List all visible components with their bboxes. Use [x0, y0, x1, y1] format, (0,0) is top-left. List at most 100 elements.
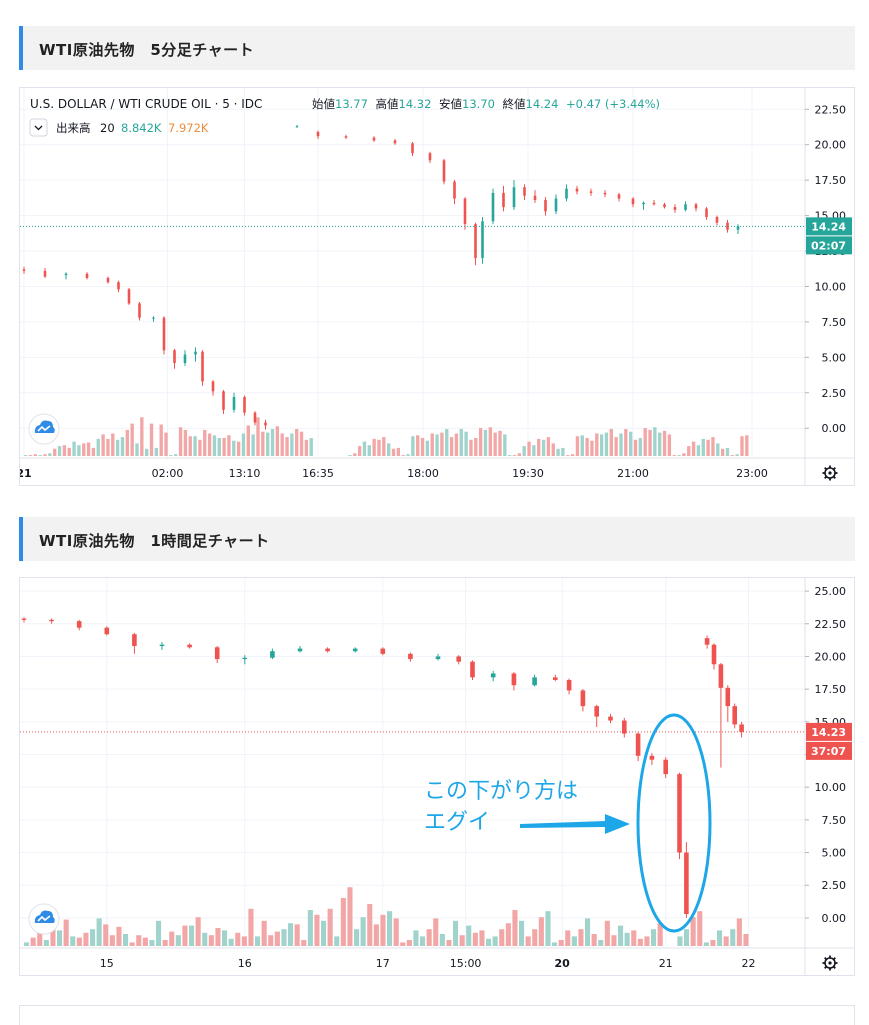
volume-bar — [740, 436, 744, 456]
candle — [474, 224, 477, 259]
collapse-button[interactable] — [29, 118, 48, 137]
volume-bar — [537, 438, 541, 456]
volume-bar — [295, 429, 299, 456]
volume-bar — [571, 936, 577, 946]
chart-5min[interactable]: 22.5020.0017.5015.0012.5010.007.505.002.… — [16, 87, 855, 486]
annotation-text-line1: この下がり方は — [424, 779, 578, 804]
candle — [408, 653, 413, 660]
volume-bar — [57, 446, 62, 456]
logo-line — [37, 425, 51, 432]
candle — [43, 270, 47, 277]
volume-bar — [517, 453, 522, 456]
volume-bar — [178, 427, 183, 456]
volume-bar — [469, 439, 473, 456]
volume-bar — [354, 929, 360, 946]
candle — [677, 774, 682, 853]
volume-bar — [624, 932, 630, 946]
price-tick-label: 5.00 — [822, 351, 847, 364]
volume-bar — [255, 936, 261, 946]
volume-bar — [347, 887, 353, 946]
volume-bar — [538, 917, 544, 946]
time-tick-label: 21 — [659, 957, 673, 970]
candle — [511, 673, 517, 686]
volume-bar — [604, 432, 609, 456]
candle — [732, 706, 737, 725]
candle — [442, 160, 446, 182]
candle — [663, 759, 668, 775]
section-title: WTI原油先物 1時間足チャート — [39, 532, 270, 550]
volume-bar — [725, 447, 730, 456]
chart-1hour-canvas[interactable]: 25.0022.5020.0017.5015.0012.5010.007.505… — [20, 578, 854, 975]
candle — [393, 140, 397, 144]
volume-bar — [420, 936, 426, 946]
volume-bar — [561, 447, 565, 456]
volume-bar — [175, 935, 181, 946]
volume-bar — [72, 441, 76, 456]
candle — [491, 192, 495, 222]
volume-bar — [241, 433, 246, 456]
ohlc-label: 終値 — [503, 97, 526, 111]
volume-bar — [570, 454, 575, 456]
time-tick-label: 21 — [20, 467, 32, 480]
candle — [705, 208, 708, 218]
volume-bar — [604, 920, 610, 946]
grid — [20, 578, 805, 948]
volume-bar — [164, 432, 168, 456]
volume-bar — [662, 430, 667, 456]
volume-bar — [304, 439, 309, 456]
volume-bar — [433, 918, 439, 946]
ohlc-value: +0.47 (+3.44%) — [566, 97, 660, 111]
candle — [211, 381, 215, 392]
volume-bar — [522, 446, 526, 456]
candle — [344, 136, 348, 138]
candle — [159, 644, 165, 646]
chart-5min-canvas[interactable]: 22.5020.0017.5015.0012.5010.007.505.002.… — [16, 88, 854, 485]
price-tag-box — [806, 217, 852, 236]
chart-1hour[interactable]: 25.0022.5020.0017.5015.0012.5010.007.505… — [19, 577, 855, 976]
volume-bar — [387, 911, 393, 946]
price-tick-label: 2.50 — [822, 387, 847, 400]
candle — [594, 706, 599, 717]
volume-bar — [745, 435, 749, 456]
volume-bar — [703, 942, 709, 946]
volume-bar — [619, 433, 623, 456]
volume-bar — [478, 428, 483, 456]
volume-bar — [585, 438, 589, 456]
price-tick-label: 22.50 — [815, 618, 847, 631]
volume-bar — [235, 932, 241, 946]
volume-bar — [208, 935, 214, 946]
volume-bar — [492, 936, 498, 946]
volume-bar — [159, 424, 163, 456]
price-tick-label: 20.00 — [815, 650, 847, 663]
volume-bar — [667, 434, 672, 456]
volume-bar — [261, 431, 265, 456]
volume-bar — [691, 441, 696, 456]
volume-bar — [77, 445, 81, 456]
volume-bar — [340, 898, 346, 946]
volume-bar — [464, 431, 468, 456]
price-tick-label: 0.00 — [822, 422, 847, 435]
volume-bar — [334, 936, 340, 946]
volume-bar — [697, 911, 703, 946]
volume-bar — [288, 923, 294, 946]
time-tick-label: 21:00 — [617, 467, 649, 480]
candle — [715, 217, 719, 223]
price-tick-label: 20.00 — [815, 139, 847, 152]
gear-tooth — [832, 467, 836, 471]
candle — [481, 221, 484, 259]
price-tick-label: 2.50 — [822, 879, 847, 892]
volume-bar — [446, 940, 452, 946]
volume-bar — [174, 454, 178, 456]
candle — [380, 648, 386, 654]
volume-bar — [488, 427, 492, 456]
price-tag: 14.23 37:07 — [806, 722, 852, 760]
volume-bar — [633, 439, 638, 456]
time-tick-label: 20 — [555, 957, 571, 970]
volume-bar — [309, 438, 313, 456]
candle — [453, 181, 456, 199]
volume-bar — [387, 443, 391, 456]
candles — [21, 617, 744, 918]
volume-bar — [189, 925, 195, 946]
volume-bar — [736, 918, 742, 946]
volume-bar — [474, 438, 478, 456]
